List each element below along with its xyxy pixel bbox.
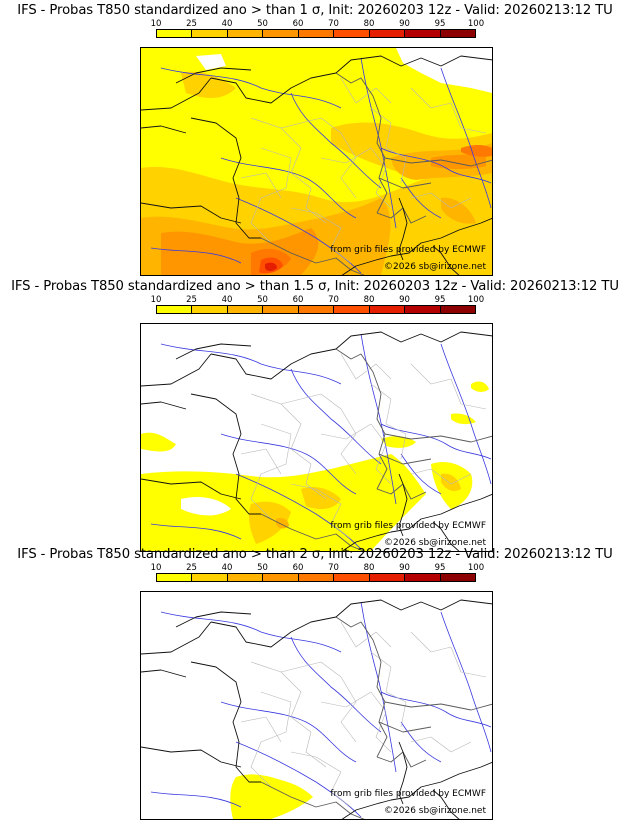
colorbar-swatch (157, 574, 193, 581)
colorbar-tick: 25 (186, 563, 197, 573)
colorbar-swatch (192, 574, 228, 581)
colorbar-swatch (334, 30, 370, 37)
copyright: ©2026 sb@irizone.net (384, 806, 486, 816)
colorbar-tick: 10 (150, 295, 162, 305)
colorbar-swatch (405, 574, 441, 581)
colorbar-bar (156, 573, 476, 582)
colorbar-tick: 95 (434, 295, 446, 305)
colorbar-tick: 60 (292, 563, 304, 573)
colorbar-swatch (227, 574, 264, 581)
colorbar: 10 25 40 50 60 70 80 90 95 100 (151, 19, 484, 41)
colorbar: 10 25 40 50 60 70 80 90 95 100 (151, 563, 484, 585)
colorbar-swatch (369, 30, 406, 37)
colorbar-tick: 10 (150, 563, 162, 573)
colorbar-swatch (298, 574, 335, 581)
colorbar-swatch (369, 306, 406, 313)
colorbar-swatch (405, 30, 441, 37)
colorbar-swatch (192, 30, 228, 37)
colorbar-tick: 90 (399, 295, 410, 305)
colorbar-tick: 40 (221, 295, 233, 305)
source-credit: from grib files provided by ECMWF (330, 789, 486, 799)
colorbar-tick: 70 (328, 563, 339, 573)
probability-map: from grib files provided by ECMWF ©2026 … (140, 323, 493, 552)
colorbar-swatch (227, 306, 264, 313)
panel-2-title: IFS - Probas T850 standardized ano > tha… (11, 279, 619, 294)
colorbar-tick: 60 (292, 295, 304, 305)
colorbar-tick: 80 (363, 19, 375, 29)
colorbar-swatch (334, 574, 370, 581)
colorbar-tick: 70 (328, 19, 339, 29)
colorbar-swatch (192, 306, 228, 313)
panel-1-title: IFS - Probas T850 standardized ano > tha… (17, 3, 613, 18)
colorbar-swatch (227, 30, 264, 37)
copyright: ©2026 sb@irizone.net (384, 262, 486, 272)
colorbar-tick: 95 (434, 19, 446, 29)
colorbar-tick: 95 (434, 563, 446, 573)
source-credit: from grib files provided by ECMWF (330, 521, 486, 531)
colorbar-swatch (263, 30, 299, 37)
panel-2: IFS - Probas T850 standardized ano > tha… (0, 276, 630, 552)
colorbar-tick: 90 (399, 563, 410, 573)
colorbar-tick: 100 (467, 295, 485, 305)
panel-3-title: IFS - Probas T850 standardized ano > tha… (17, 547, 613, 562)
probability-map: from grib files provided by ECMWF ©2026 … (140, 47, 493, 276)
copyright: ©2026 sb@irizone.net (384, 538, 486, 548)
colorbar-tick: 70 (328, 295, 339, 305)
panel-3: IFS - Probas T850 standardized ano > tha… (0, 544, 630, 820)
colorbar-tick: 25 (186, 295, 197, 305)
colorbar-tick: 60 (292, 19, 304, 29)
colorbar-tick: 40 (221, 563, 233, 573)
colorbar-tick: 50 (257, 295, 268, 305)
colorbar-swatch (298, 30, 335, 37)
colorbar-swatch (298, 306, 335, 313)
source-credit: from grib files provided by ECMWF (330, 245, 486, 255)
colorbar-swatch (263, 306, 299, 313)
colorbar-tick: 100 (467, 19, 485, 29)
colorbar-swatch (157, 306, 193, 313)
colorbar-swatch (440, 30, 475, 37)
colorbar-tick: 10 (150, 19, 162, 29)
colorbar-bar (156, 305, 476, 314)
colorbar-tick: 90 (399, 19, 410, 29)
colorbar-tick: 25 (186, 19, 197, 29)
colorbar-tick: 40 (221, 19, 233, 29)
colorbar-swatch (334, 306, 370, 313)
colorbar-tick: 50 (257, 19, 268, 29)
colorbar-tick: 50 (257, 563, 268, 573)
colorbar: 10 25 40 50 60 70 80 90 95 100 (151, 295, 484, 317)
colorbar-swatch (440, 306, 475, 313)
colorbar-swatch (369, 574, 406, 581)
colorbar-swatch (405, 306, 441, 313)
colorbar-tick: 80 (363, 295, 375, 305)
colorbar-swatch (263, 574, 299, 581)
colorbar-tick: 80 (363, 563, 375, 573)
colorbar-tick: 100 (467, 563, 485, 573)
colorbar-bar (156, 29, 476, 38)
colorbar-swatch (157, 30, 193, 37)
colorbar-swatch (440, 574, 475, 581)
panel-1: IFS - Probas T850 standardized ano > tha… (0, 0, 630, 276)
probability-map: from grib files provided by ECMWF ©2026 … (140, 591, 493, 820)
